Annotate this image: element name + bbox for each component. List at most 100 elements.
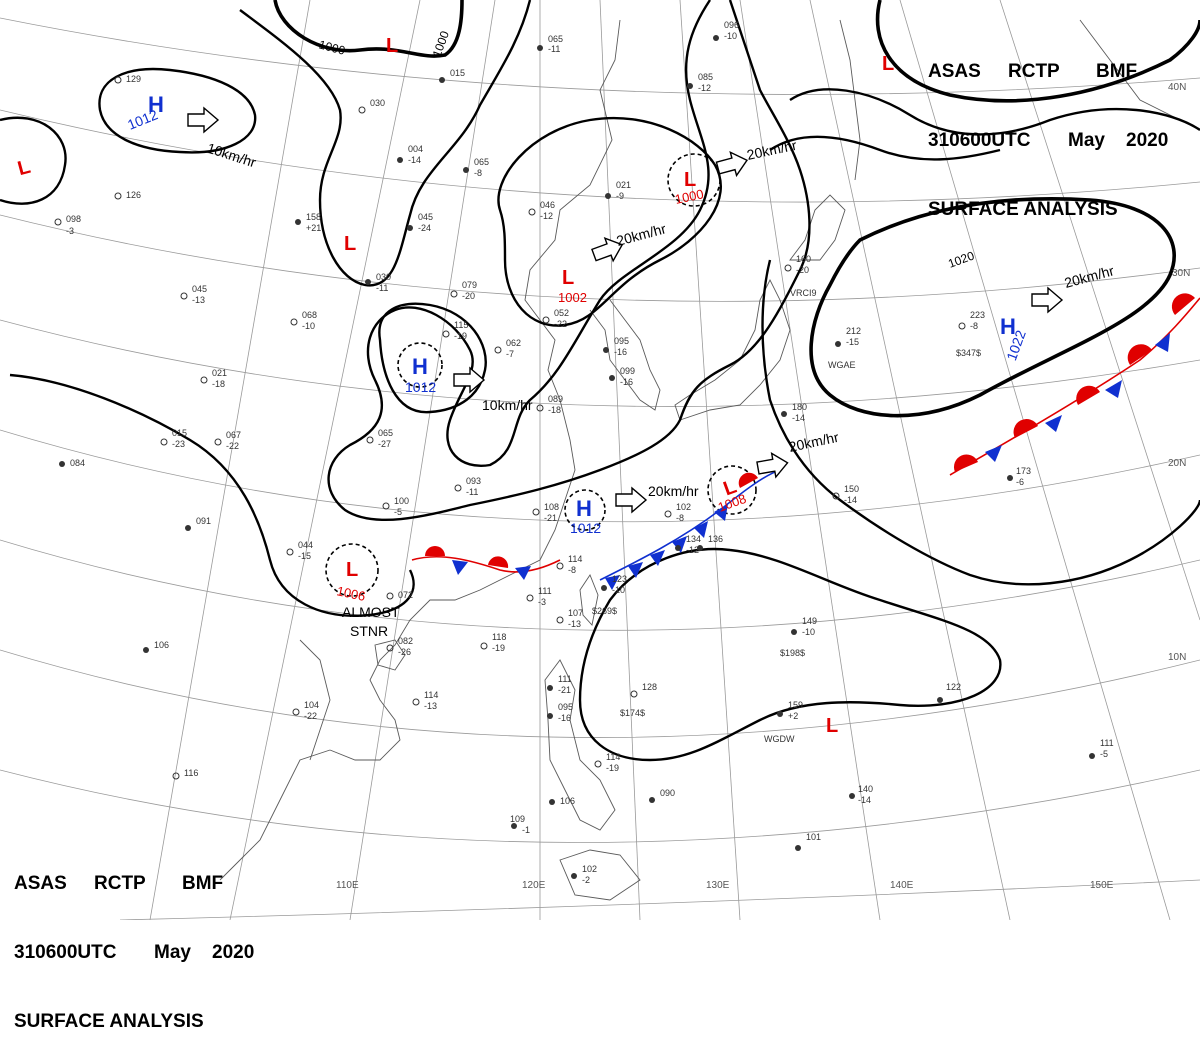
station-plot: 118-19 (481, 632, 506, 653)
station-plot: 111-3 (527, 586, 552, 607)
svg-text:067: 067 (226, 430, 241, 440)
svg-text:-8: -8 (568, 565, 576, 575)
svg-text:-18: -18 (548, 405, 561, 415)
svg-text:004: 004 (408, 144, 423, 154)
svg-text:106: 106 (154, 640, 169, 650)
svg-text:111: 111 (1100, 738, 1114, 748)
station-plot: 072 (387, 590, 413, 600)
svg-text:091: 091 (196, 516, 211, 526)
high-value: 1012 (570, 520, 601, 536)
cold-front-triangle (452, 560, 468, 575)
low-letter: L (882, 53, 894, 75)
meridian-105e (230, 0, 420, 920)
svg-text:-2: -2 (582, 875, 590, 885)
low-value: 1006 (335, 583, 366, 604)
motion-label: 20km/hr (745, 137, 798, 163)
meridian-130e (680, 0, 740, 920)
svg-text:114: 114 (424, 690, 438, 700)
svg-text:106: 106 (560, 796, 575, 806)
station-plot: 212-15 (835, 326, 861, 347)
station-plot: 065-11 (537, 34, 563, 54)
svg-text:-14: -14 (408, 155, 421, 165)
high-center: H 1012 10km/hr (125, 92, 258, 171)
warm-front-semicircle (1172, 293, 1195, 315)
warm-front-semicircle (488, 556, 508, 568)
svg-text:-16: -16 (620, 377, 633, 387)
svg-text:089: 089 (548, 394, 563, 404)
svg-text:118: 118 (492, 632, 506, 642)
isobar-big-loop (329, 0, 810, 520)
lon-label: 120E (522, 880, 546, 891)
svg-text:015: 015 (172, 428, 187, 438)
header-line3: SURFACE ANALYSIS (928, 198, 1168, 221)
station-plot: 030 (359, 98, 385, 113)
isobar-label: 1000 (317, 37, 347, 58)
station-plot: 100-5 (383, 496, 409, 517)
svg-text:-19: -19 (454, 331, 467, 341)
svg-text:+2: +2 (788, 711, 798, 721)
station-plot: 004-14 (397, 144, 423, 165)
cold-front-triangle (1105, 380, 1122, 398)
isobar-high-mongolia (99, 69, 255, 152)
svg-text:140: 140 (858, 784, 873, 794)
cold-front-triangle (985, 445, 1002, 462)
station-plot: 085-12 (687, 72, 713, 93)
svg-text:044: 044 (298, 540, 313, 550)
station-plot: 107-13 (557, 608, 583, 629)
svg-text:149: 149 (802, 616, 817, 626)
station-plot: 111-21 (547, 674, 572, 695)
station-plot: 140-14 (849, 784, 873, 805)
station-plot: 223-8 (959, 310, 985, 331)
motion-arrow (1032, 288, 1062, 312)
front-east (950, 293, 1200, 475)
coast-japan-north (790, 195, 845, 260)
svg-text:-10: -10 (802, 627, 815, 637)
high-value: 1012 (405, 379, 436, 395)
svg-text:084: 084 (70, 458, 85, 468)
station-plot: 093-11 (455, 476, 481, 497)
svg-text:072: 072 (398, 590, 413, 600)
svg-text:-7: -7 (506, 349, 514, 359)
svg-text:082: 082 (398, 636, 413, 646)
svg-text:111: 111 (538, 586, 552, 596)
meridian-100e (150, 0, 310, 920)
warm-front-semicircle (425, 546, 445, 556)
svg-text:-15: -15 (846, 337, 859, 347)
parallel-10n (0, 650, 1200, 738)
motion-arrow (616, 488, 646, 512)
svg-text:062: 062 (506, 338, 521, 348)
svg-text:-14: -14 (844, 495, 857, 505)
svg-text:-13: -13 (192, 295, 205, 305)
station-plot: 065-8 (463, 157, 489, 178)
motion-label: 20km/hr (648, 483, 699, 499)
station-plot: 114-19 (595, 752, 620, 773)
station-plot: 091 (185, 516, 211, 531)
low-letter: L (15, 156, 32, 180)
station-plot: 021-18 (201, 368, 227, 389)
lon-label: 110E (336, 880, 359, 891)
motion-label: 10km/hr (205, 140, 258, 171)
station-plot: 062-7 (495, 338, 521, 359)
high-letter: H (412, 354, 428, 379)
svg-text:128: 128 (642, 682, 657, 692)
lat-label: 30N (1172, 268, 1190, 279)
svg-text:223: 223 (970, 310, 985, 320)
motion-label: 10km/hr (482, 397, 533, 413)
svg-text:-12: -12 (540, 211, 553, 221)
svg-text:093: 093 (466, 476, 481, 486)
svg-text:-10: -10 (302, 321, 315, 331)
coast-sakhalin (840, 20, 860, 180)
motion-label: 20km/hr (1063, 262, 1116, 291)
station-plot: 044-15 (287, 540, 313, 561)
svg-text:100: 100 (394, 496, 409, 506)
station-plot: 106 (143, 640, 169, 653)
lat-label: 40N (1168, 82, 1186, 93)
low-letter: L (826, 715, 838, 737)
svg-text:-12: -12 (686, 545, 699, 555)
svg-text:+21: +21 (306, 223, 321, 233)
svg-text:045: 045 (418, 212, 433, 222)
svg-text:065: 065 (548, 34, 563, 44)
svg-text:102: 102 (676, 502, 691, 512)
